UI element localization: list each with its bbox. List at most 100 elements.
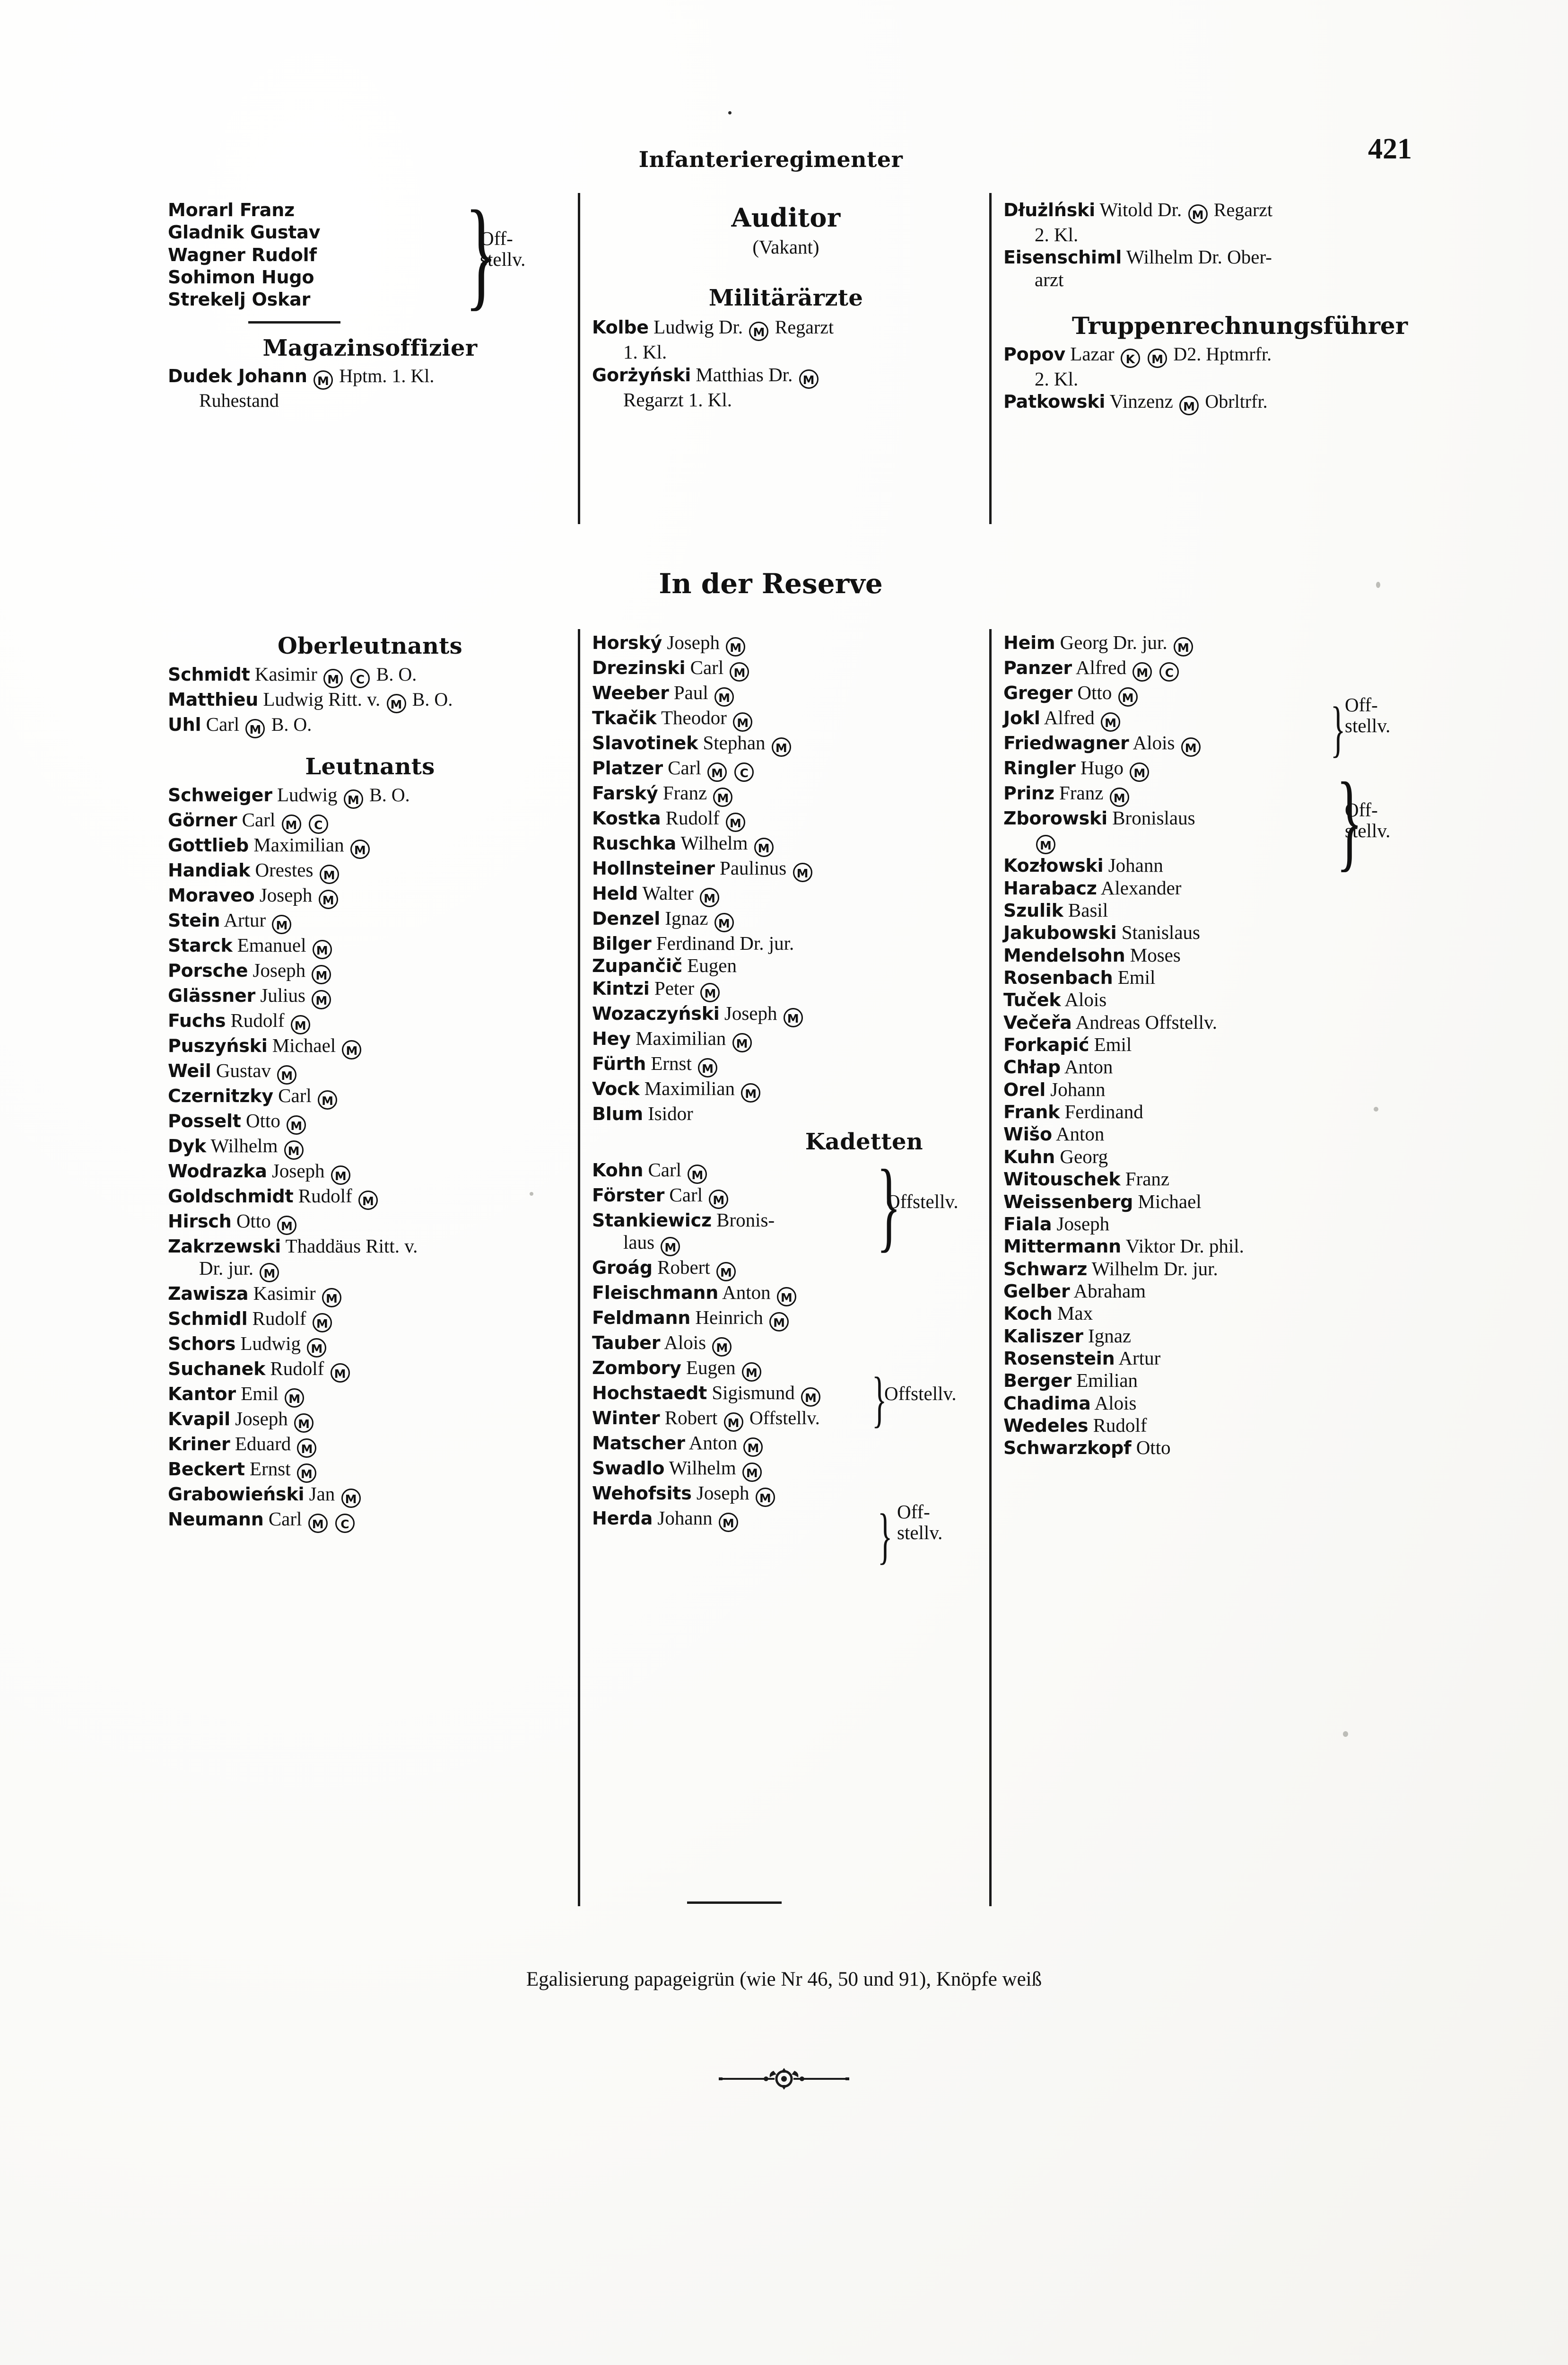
- officer-given-name: Matthias Dr.: [696, 363, 793, 385]
- officer-given-name: Maximilian: [253, 833, 344, 856]
- badge-m-icon: M: [713, 788, 733, 807]
- list-item: Swadlo Wilhelm M: [592, 1457, 980, 1482]
- officer-given-name: Jan: [309, 1482, 335, 1505]
- list-item: Rosenstein Artur: [1003, 1347, 1476, 1369]
- officer-surname: Weil: [168, 1060, 211, 1081]
- officer-surname: Tkačik: [592, 708, 657, 728]
- officer-given-name: Joseph: [253, 959, 306, 981]
- auditor-heading: Auditor: [731, 202, 841, 233]
- officer-surname: Horský: [592, 632, 662, 653]
- badge-m-icon: M: [323, 668, 343, 688]
- list-item: Wozaczyński Joseph M: [592, 1002, 980, 1027]
- list-item: Wagner Rudolf: [168, 244, 572, 266]
- badge-m-icon: M: [1109, 788, 1129, 807]
- officer-given-name: Anton: [722, 1281, 771, 1304]
- list-item: Eisenschiml Wilhelm Dr. Ober-arzt: [1003, 246, 1476, 291]
- truppenrechnungsfuehrer-heading: Truppenrechnungsführer: [1071, 312, 1408, 340]
- list-item: Starck Emanuel M: [168, 934, 572, 959]
- officer-surname: Zupančič: [592, 955, 682, 977]
- officer-surname: Ringler: [1003, 758, 1076, 779]
- badge-m-icon: M: [312, 990, 331, 1009]
- list-item: Görner Carl M C: [168, 809, 572, 834]
- leutnants-heading: Leutnants: [305, 753, 435, 780]
- militaerarzte-heading: Militärärzte: [708, 285, 863, 312]
- list-item: Dyk Wilhelm M: [168, 1135, 572, 1160]
- officer-surname: Blum: [592, 1103, 643, 1124]
- officer-given-name: Sigismund: [712, 1382, 795, 1404]
- militaerarzte-cont-list: Dłużlński Witold Dr. M Regarzt 2. Kl. Eise…: [1003, 199, 1476, 291]
- list-item: Schwarzkopf Otto: [1003, 1437, 1476, 1459]
- badge-m-icon: M: [732, 1033, 752, 1052]
- officer-continuation: laus M: [592, 1231, 980, 1257]
- list-item: Uhl Carl M B. O.: [168, 713, 572, 738]
- list-item: Mittermann Viktor Dr. phil.: [1003, 1235, 1476, 1257]
- officer-surname: Jokl: [1003, 708, 1040, 728]
- list-item: Zombory Eugen M: [592, 1357, 980, 1382]
- list-item: Friedwagner Alois M: [1003, 732, 1476, 757]
- officer-surname: Patkowski: [1003, 391, 1106, 412]
- officer-given-name: Anton: [688, 1432, 738, 1454]
- list-item: Kvapil Joseph M: [168, 1408, 572, 1433]
- badge-m-icon: M: [277, 1215, 296, 1235]
- badge-m-icon: M: [793, 863, 812, 882]
- officer-given-name: Wilhelm: [669, 1457, 736, 1479]
- badge-m-icon: M: [714, 687, 734, 707]
- badge-m-icon: M: [730, 662, 749, 682]
- officer-surname: Gottlieb: [168, 834, 249, 856]
- officer-given-name: Alois: [1064, 989, 1107, 1011]
- officer-qualifier: D2. Hptmrfr.: [1173, 343, 1272, 365]
- badge-m-icon: M: [755, 1488, 775, 1507]
- list-item: Goldschmidt Rudolf M: [168, 1185, 572, 1210]
- officer-given-name: Heinrich: [695, 1306, 763, 1329]
- officer-given-name: Joseph: [724, 1002, 777, 1024]
- officer-surname: Moraveo: [168, 885, 255, 906]
- officer-rank: Hptm. 1. Kl.: [339, 365, 435, 387]
- column-rule-right-lower: [989, 629, 992, 1906]
- curly-brace-icon: }: [871, 1364, 887, 1434]
- officer-continuation-text: arzt: [1035, 268, 1064, 290]
- officer-surname: Schwarz: [1003, 1258, 1088, 1279]
- officer-continuation: arzt: [1003, 269, 1476, 291]
- badge-m-icon: M: [714, 913, 734, 932]
- list-item: Czernitzky Carl M: [168, 1085, 572, 1110]
- officer-note: Ruhestand: [199, 390, 279, 412]
- officer-surname: Grabowieński: [168, 1483, 305, 1505]
- list-item: Fürth Ernst M: [592, 1052, 980, 1077]
- officer-given-name: Basil: [1068, 899, 1108, 921]
- curly-brace-icon: }: [876, 1148, 901, 1261]
- officer-surname: Fürth: [592, 1053, 646, 1074]
- officer-continuation-text: laus: [623, 1231, 655, 1253]
- curly-brace-icon: }: [1336, 760, 1363, 882]
- officer-given-name: Franz: [1125, 1168, 1170, 1190]
- left-column-top: Morarl Franz Gladnik Gustav Wagner Rudol…: [168, 192, 572, 412]
- officer-surname: Tauber: [592, 1332, 661, 1354]
- list-item: Puszyński Michael M: [168, 1034, 572, 1060]
- officer-given-name: Wilhelm Dr. Ober-: [1126, 246, 1272, 268]
- oberleutnants-list: Schmidt Kasimir M C B. O. Matthieu Ludwig…: [168, 663, 572, 738]
- brace-label: Offstellv.: [886, 1190, 958, 1212]
- officer-surname: Hollnsteiner: [592, 858, 715, 879]
- officer-surname: Platzer: [592, 758, 663, 779]
- badge-m-icon: M: [1148, 349, 1167, 368]
- badge-m-icon: M: [1188, 204, 1208, 224]
- list-item: Held Walter M: [592, 882, 980, 907]
- kadetten-list: Kohn Carl M Förster Carl M Stankiewicz Bro…: [592, 1159, 980, 1533]
- badge-m-icon: M: [707, 762, 727, 782]
- kadetten-heading: Kadetten: [805, 1129, 923, 1156]
- list-item: Kohn Carl M: [592, 1159, 980, 1184]
- officer-surname: Heim: [1003, 632, 1055, 653]
- officer-qualifier: B. O.: [369, 784, 410, 806]
- badge-m-icon: M: [296, 1463, 316, 1483]
- officer-given-name: Isidor: [648, 1102, 693, 1124]
- brace-label-line-2: stellv.: [480, 248, 526, 271]
- officer-given-name: Gustav: [216, 1059, 271, 1081]
- officer-surname: Ruschka: [592, 833, 677, 854]
- officer-surname: Szulik: [1003, 900, 1063, 921]
- truppenrechnungsfuehrer-list: Popov Lazar K M D2. Hptmrfr. 2. Kl. Patkow…: [1003, 343, 1476, 416]
- officer-surname: Förster: [592, 1184, 665, 1206]
- printers-ornament: [0, 2062, 1568, 2098]
- officer-continuation: Dr. jur. M: [168, 1257, 572, 1282]
- list-item: Dudek Johann M Hptm. 1. Kl. Ruhestand: [168, 365, 572, 412]
- officer-surname: Mittermann: [1003, 1236, 1122, 1257]
